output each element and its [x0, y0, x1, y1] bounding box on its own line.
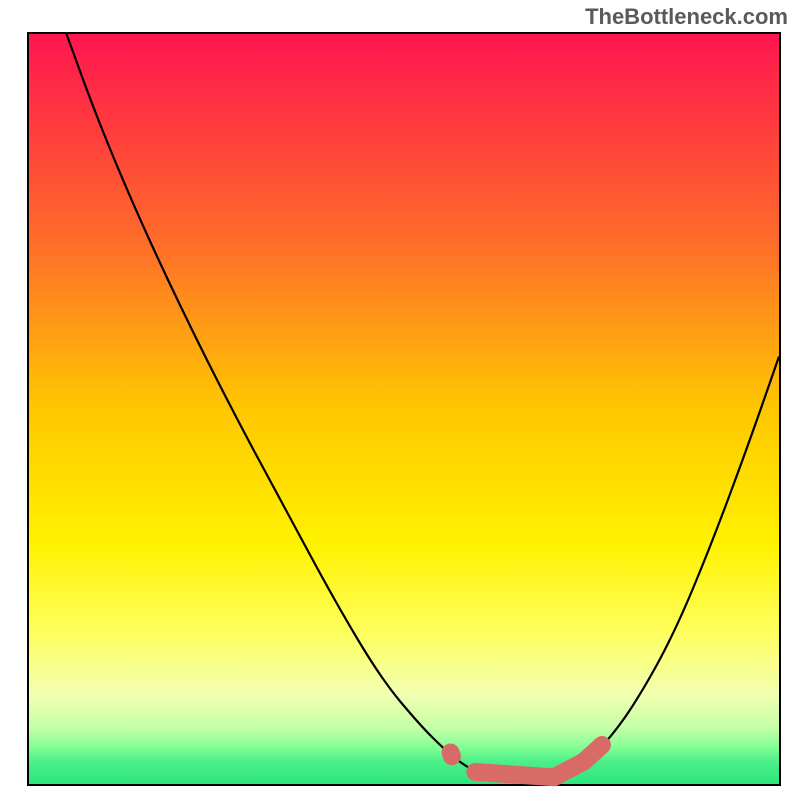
chart-container: TheBottleneck.com	[0, 0, 800, 800]
plot-area	[27, 32, 781, 786]
highlight-segment	[475, 772, 554, 777]
watermark-text: TheBottleneck.com	[585, 4, 788, 30]
highlight-group	[451, 745, 603, 777]
curve-layer	[29, 34, 779, 784]
highlight-segment	[451, 753, 453, 757]
highlight-segment	[584, 745, 602, 762]
bottleneck-curve	[67, 34, 780, 778]
